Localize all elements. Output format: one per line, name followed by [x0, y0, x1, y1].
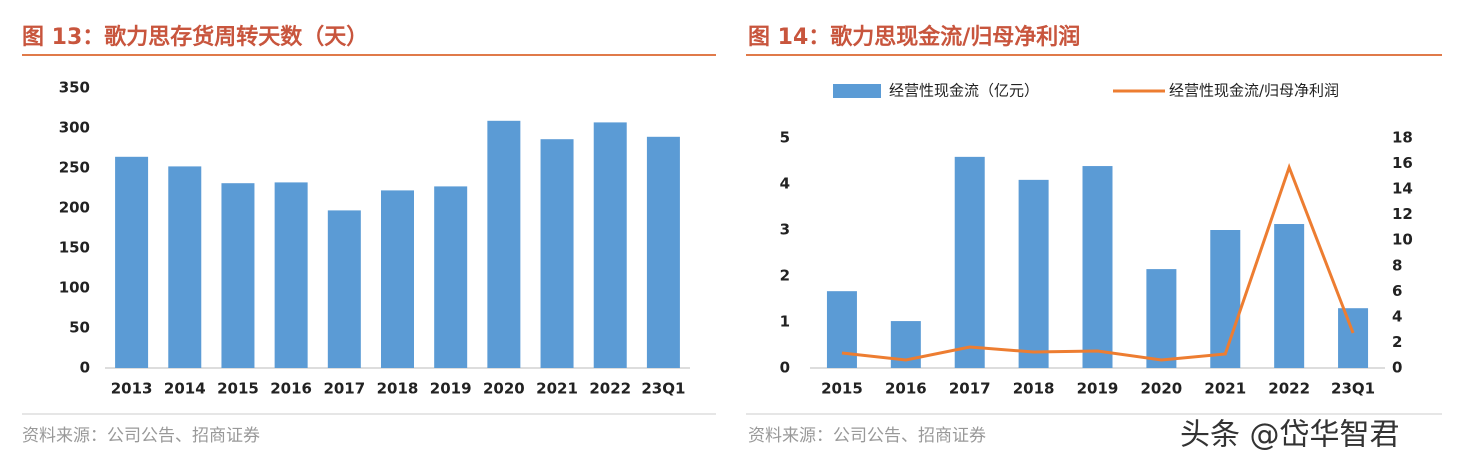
x-tick-label: 2021: [1204, 380, 1246, 398]
x-tick-label: 2016: [270, 380, 312, 398]
y-tick-label: 200: [59, 199, 90, 217]
y-tick-label: 2: [780, 267, 790, 285]
chart-title: 图 14：歌力思现金流/归母净利润: [748, 24, 1080, 50]
bar: [1146, 269, 1177, 368]
x-tick-label: 2022: [1268, 380, 1310, 398]
x-tick-label: 2015: [217, 380, 259, 398]
bar: [593, 122, 627, 369]
y2-tick-label: 2: [1392, 333, 1402, 351]
bar: [1018, 179, 1049, 368]
y-tick-label: 0: [80, 359, 90, 377]
x-tick-label: 23Q1: [641, 380, 685, 398]
y2-tick-label: 0: [1392, 359, 1402, 377]
line: [841, 163, 1355, 362]
legend-swatch: [833, 84, 881, 98]
y-tick-label: 1: [780, 313, 790, 331]
y2-tick-label: 4: [1392, 307, 1402, 325]
source: 资料来源：公司公告、招商证券: [748, 426, 986, 446]
x-tick-label: 2020: [483, 380, 525, 398]
bar: [540, 139, 574, 368]
x-tick-label: 2017: [323, 380, 365, 398]
bar: [168, 166, 202, 368]
x-tick-label: 2022: [589, 380, 631, 398]
y2-tick-label: 8: [1392, 256, 1402, 274]
x-tick-label: 2016: [885, 380, 927, 398]
x-tick-label: 2021: [536, 380, 578, 398]
x-tick-label: 2020: [1141, 380, 1183, 398]
y-tick-label: 150: [59, 239, 90, 257]
source: 资料来源：公司公告、招商证券: [22, 426, 260, 446]
y2-tick-label: 10: [1392, 231, 1413, 249]
y2-tick-label: 12: [1392, 205, 1413, 223]
x-tick-label: 23Q1: [1331, 380, 1375, 398]
y-tick-label: 300: [59, 119, 90, 137]
y-tick-label: 5: [780, 129, 790, 147]
y-tick-label: 4: [780, 175, 790, 193]
legend-label: 经营性现金流（亿元）: [889, 82, 1039, 100]
bar: [1082, 166, 1113, 368]
bar: [434, 186, 468, 368]
bar: [115, 156, 149, 368]
x-tick-label: 2019: [1077, 380, 1119, 398]
y-tick-label: 100: [59, 279, 90, 297]
x-tick-label: 2013: [111, 380, 153, 398]
bar: [327, 210, 361, 368]
x-tick-label: 2014: [164, 380, 206, 398]
bar: [826, 291, 857, 368]
y-tick-label: 50: [69, 319, 90, 337]
x-tick-label: 2019: [430, 380, 472, 398]
y2-tick-label: 14: [1392, 180, 1413, 198]
x-tick-label: 2017: [949, 380, 991, 398]
bar: [487, 120, 521, 368]
bar: [1210, 230, 1241, 368]
bar: [221, 183, 255, 368]
chart-title: 图 13：歌力思存货周转天数（天）: [22, 24, 368, 50]
x-tick-label: 2015: [821, 380, 863, 398]
y2-tick-label: 16: [1392, 154, 1413, 172]
bar: [954, 156, 985, 368]
bar: [1274, 224, 1305, 368]
y-tick-label: 0: [780, 359, 790, 377]
x-tick-label: 2018: [1013, 380, 1055, 398]
y2-tick-label: 18: [1392, 129, 1413, 147]
watermark: 头条 @岱华智君: [1180, 418, 1400, 453]
bar: [274, 182, 308, 368]
y-tick-label: 3: [780, 221, 790, 239]
x-tick-label: 2018: [377, 380, 419, 398]
y2-tick-label: 6: [1392, 282, 1402, 300]
bar: [381, 190, 414, 368]
legend-label: 经营性现金流/归母净利润: [1169, 82, 1339, 100]
y-tick-label: 250: [59, 159, 90, 177]
y-tick-label: 350: [59, 79, 90, 97]
bar: [1338, 308, 1369, 368]
bar: [646, 136, 680, 368]
